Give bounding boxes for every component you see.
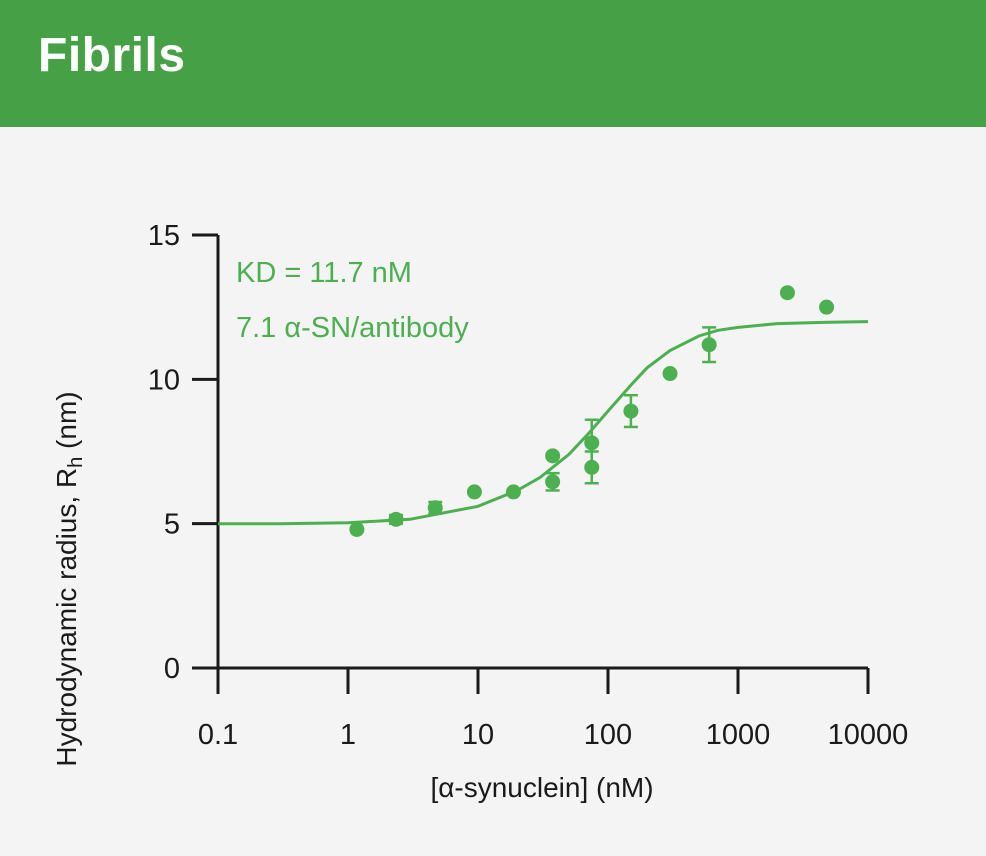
x-axis-label: [α-synuclein] (nM) xyxy=(430,772,653,803)
data-point xyxy=(466,484,482,500)
x-tick-label: 1 xyxy=(340,719,356,751)
header-bar: Fibrils xyxy=(0,0,986,127)
data-point xyxy=(349,521,365,537)
data-point xyxy=(819,299,835,315)
fit-curve-group xyxy=(218,320,869,526)
data-points xyxy=(349,285,835,537)
x-axis: 0.1 1 10 100 1000 10000 xyxy=(198,666,909,751)
data-point xyxy=(545,448,561,464)
data-point xyxy=(545,474,561,490)
data-point xyxy=(388,511,404,527)
x-tick-label: 10 xyxy=(462,719,494,751)
y-axis: 0 5 10 15 xyxy=(148,220,220,685)
y-axis-label-unit: (nm) xyxy=(51,391,82,456)
data-point xyxy=(584,459,600,475)
fit-curve xyxy=(218,320,869,526)
y-tick-label: 0 xyxy=(164,653,180,685)
data-point xyxy=(662,366,678,382)
y-tick-label: 10 xyxy=(148,364,180,396)
page-title: Fibrils xyxy=(38,29,186,82)
kd-annotation: KD = 11.7 nM xyxy=(236,257,412,289)
data-point xyxy=(623,403,639,419)
data-point xyxy=(584,435,600,451)
y-axis-label: Hydrodynamic radius, Rh (nm) xyxy=(51,391,87,766)
data-point xyxy=(505,484,521,500)
x-tick-label: 100 xyxy=(584,719,632,751)
y-tick-label: 5 xyxy=(164,509,180,541)
data-point xyxy=(427,500,443,516)
stoichiometry-annotation: 7.1 α-SN/antibody xyxy=(236,312,469,344)
x-tick-label: 0.1 xyxy=(198,719,238,751)
data-point xyxy=(779,285,795,301)
y-axis-label-subscript: h xyxy=(65,457,87,468)
x-tick-label: 1000 xyxy=(706,719,771,751)
binding-chart: 0 5 10 15 0.1 1 10 100 1000 10000 KD = 11.7 nM 7… xyxy=(51,220,909,803)
x-tick-label: 10000 xyxy=(828,719,909,751)
y-axis-label-main: Hydrodynamic radius, R xyxy=(51,468,82,767)
y-tick-label: 15 xyxy=(148,220,180,252)
data-point xyxy=(701,337,717,353)
